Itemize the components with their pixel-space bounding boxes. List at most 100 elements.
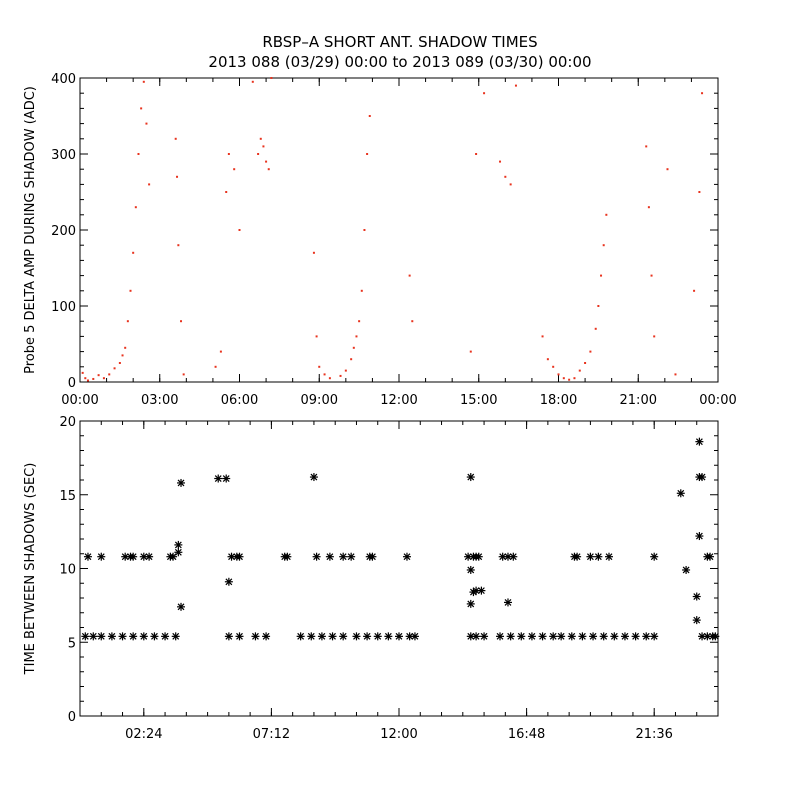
bottom-data-point	[692, 592, 701, 601]
top-data-point	[650, 274, 653, 277]
bottom-data-point	[698, 632, 707, 641]
top-y-tick-label: 400	[51, 72, 76, 87]
bottom-data-point	[347, 552, 356, 561]
bottom-data-point	[506, 632, 515, 641]
top-data-point	[597, 305, 600, 307]
top-data-point	[562, 377, 565, 380]
bottom-data-point	[703, 632, 712, 641]
bottom-data-point	[262, 632, 271, 641]
bottom-x-tick-label: 12:00	[380, 727, 417, 742]
bottom-data-point	[466, 473, 475, 482]
bottom-data-point	[472, 632, 481, 641]
top-data-point	[142, 80, 145, 83]
top-data-point	[145, 122, 148, 125]
top-data-point	[113, 367, 116, 370]
bottom-data-point	[578, 632, 587, 641]
top-data-point	[102, 377, 105, 380]
bottom-data-point	[363, 632, 372, 641]
bottom-data-point	[174, 548, 183, 557]
top-data-point	[344, 369, 347, 372]
chart-subtitle: 2013 088 (03/29) 00:00 to 2013 089 (03/3…	[208, 53, 591, 71]
top-data-point	[352, 346, 355, 349]
bottom-x-tick-label: 07:12	[253, 727, 290, 742]
bottom-data-point	[620, 632, 629, 641]
top-x-tick-label: 15:00	[460, 393, 497, 408]
bottom-data-point	[676, 489, 685, 498]
top-data-point	[233, 168, 236, 171]
top-data-point	[177, 244, 180, 247]
bottom-x-tick-label: 02:24	[125, 727, 162, 742]
bottom-data-point	[642, 632, 651, 641]
top-data-point	[132, 251, 135, 254]
top-data-point	[363, 229, 366, 231]
bottom-data-point	[384, 632, 393, 641]
bottom-data-point	[118, 632, 127, 641]
top-x-tick-label: 21:00	[620, 393, 657, 408]
bottom-data-point	[573, 552, 582, 561]
top-data-point	[666, 168, 669, 171]
bottom-data-point	[589, 632, 598, 641]
top-data-point	[126, 320, 129, 323]
top-data-point	[137, 153, 140, 155]
bottom-data-point	[222, 474, 231, 483]
bottom-y-tick-label: 5	[68, 636, 76, 651]
bottom-data-point	[328, 632, 337, 641]
top-x-tick-label: 12:00	[380, 393, 417, 408]
top-y-tick-label: 300	[51, 148, 76, 163]
top-x-tick-label: 00:00	[61, 393, 98, 408]
bottom-data-point	[605, 552, 614, 561]
bottom-data-point	[83, 552, 92, 561]
top-data-point	[97, 374, 100, 377]
bottom-data-point	[557, 632, 566, 641]
top-data-point	[84, 377, 87, 380]
top-x-tick-label: 03:00	[141, 393, 178, 408]
top-data-point	[594, 327, 597, 330]
bottom-data-point	[527, 632, 536, 641]
top-data-point	[227, 153, 230, 155]
top-data-point	[499, 160, 502, 163]
bottom-data-point	[307, 632, 316, 641]
bottom-data-point	[235, 632, 244, 641]
bottom-data-point	[214, 474, 223, 483]
top-data-point	[589, 350, 592, 353]
bottom-data-point	[283, 552, 292, 561]
top-data-point	[366, 153, 369, 155]
bottom-data-point	[129, 552, 138, 561]
bottom-data-point	[139, 632, 148, 641]
top-data-point	[475, 153, 478, 155]
top-data-point	[674, 373, 677, 376]
bottom-data-point	[466, 599, 475, 608]
top-data-point	[411, 320, 414, 323]
bottom-data-point	[466, 565, 475, 574]
bottom-y-tick-label: 0	[68, 710, 76, 725]
top-x-tick-label: 09:00	[301, 393, 338, 408]
bottom-data-point	[650, 632, 659, 641]
top-data-point	[129, 289, 132, 292]
top-plot-frame	[79, 77, 719, 383]
bottom-data-point	[503, 552, 512, 561]
top-data-point	[174, 137, 177, 140]
top-data-point	[148, 183, 151, 186]
top-data-point	[315, 335, 318, 338]
bottom-data-point	[339, 552, 348, 561]
bottom-data-point	[107, 632, 116, 641]
bottom-data-point	[480, 632, 489, 641]
bottom-y-tick-label: 15	[59, 489, 76, 504]
top-data-point	[546, 358, 549, 361]
bottom-data-point	[477, 586, 486, 595]
bottom-data-point	[610, 632, 619, 641]
top-data-point	[602, 244, 605, 247]
bottom-data-point	[171, 632, 180, 641]
top-data-point	[81, 371, 84, 374]
top-data-point	[251, 80, 254, 83]
top-data-point	[108, 373, 111, 376]
bottom-data-point	[224, 577, 233, 586]
top-data-point	[469, 350, 472, 353]
top-data-point	[408, 274, 411, 277]
bottom-data-point	[695, 437, 704, 446]
top-data-point	[698, 191, 701, 193]
bottom-data-point	[177, 478, 186, 487]
top-y-tick-label: 0	[68, 376, 76, 391]
bottom-data-point	[150, 632, 159, 641]
bottom-data-point	[586, 552, 595, 561]
